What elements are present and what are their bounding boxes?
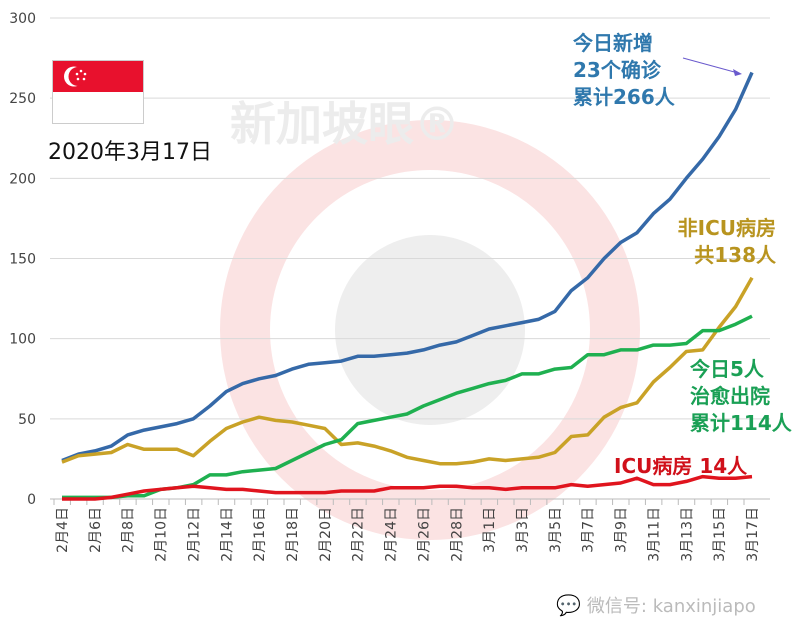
watermark-ring xyxy=(220,120,640,540)
annotation-line: 累计114人 xyxy=(690,411,792,435)
x-tick-label: 3月9日 xyxy=(614,507,630,553)
x-tick-label: 2月26日 xyxy=(416,507,432,562)
x-tick-label: 3月1日 xyxy=(482,507,498,553)
watermark-disc xyxy=(335,235,525,425)
annotation-icu: ICU病房 14人 xyxy=(614,453,747,480)
x-tick-label: 2月12日 xyxy=(186,507,202,562)
watermark-text: 新加坡眼® xyxy=(230,97,460,151)
singapore-flag xyxy=(52,60,144,124)
x-tick-label: 2月8日 xyxy=(121,507,137,553)
annotation-line: 治愈出院 xyxy=(690,384,770,408)
arrow-head xyxy=(733,69,742,76)
x-tick-label: 2月22日 xyxy=(351,507,367,562)
x-tick-label: 3月17日 xyxy=(745,507,761,562)
x-tick-label: 2月20日 xyxy=(318,507,334,562)
arrow-line xyxy=(682,57,739,74)
x-tick-label: 3月11日 xyxy=(646,507,662,562)
date-label: 2020年3月17日 xyxy=(48,140,212,165)
x-tick-label: 3月3日 xyxy=(515,507,531,553)
annotation-line: 23个确诊 xyxy=(573,58,661,82)
annotation-confirmed: 今日新增 23个确诊 累计266人 xyxy=(573,30,675,111)
x-tick-label: 2月4日 xyxy=(55,507,71,553)
x-tick-label: 3月5日 xyxy=(548,507,564,553)
annotation-line: 非ICU病房 xyxy=(677,216,776,240)
annotation-discharged: 今日5人 治愈出院 累计114人 xyxy=(690,356,792,437)
x-tick-label: 3月7日 xyxy=(581,507,597,553)
x-tick-label: 2月10日 xyxy=(154,507,170,562)
y-tick-label: 100 xyxy=(9,332,36,348)
x-tick-label: 2月28日 xyxy=(449,507,465,562)
annotation-line: 累计266人 xyxy=(573,85,675,109)
x-tick-label: 3月15日 xyxy=(712,507,728,562)
annotation-line: ICU病房 14人 xyxy=(614,454,748,478)
x-tick-label: 2月18日 xyxy=(285,507,301,562)
y-tick-label: 50 xyxy=(18,412,36,428)
y-tick-label: 300 xyxy=(9,11,36,27)
annotation-line: 今日新增 xyxy=(573,31,653,55)
annotation-line: 共138人 xyxy=(694,243,776,267)
x-tick-label: 3月13日 xyxy=(679,507,695,562)
annotation-line: 今日5人 xyxy=(690,357,764,381)
y-tick-label: 150 xyxy=(9,252,36,268)
wechat-icon: 💬 xyxy=(556,593,581,617)
y-tick-label: 0 xyxy=(27,492,36,508)
x-tick-label: 2月16日 xyxy=(252,507,268,562)
annotation-non-icu: 非ICU病房 共138人 xyxy=(676,215,776,269)
wechat-id: 微信号: kanxinjiapo xyxy=(586,596,756,617)
x-tick-label: 2月14日 xyxy=(219,507,235,562)
y-tick-label: 250 xyxy=(9,91,36,107)
x-tick-label: 2月24日 xyxy=(384,507,400,562)
x-tick-label: 2月6日 xyxy=(88,507,104,553)
y-tick-label: 200 xyxy=(9,171,36,187)
footer: 💬 微信号: kanxinjiapo xyxy=(556,592,756,618)
